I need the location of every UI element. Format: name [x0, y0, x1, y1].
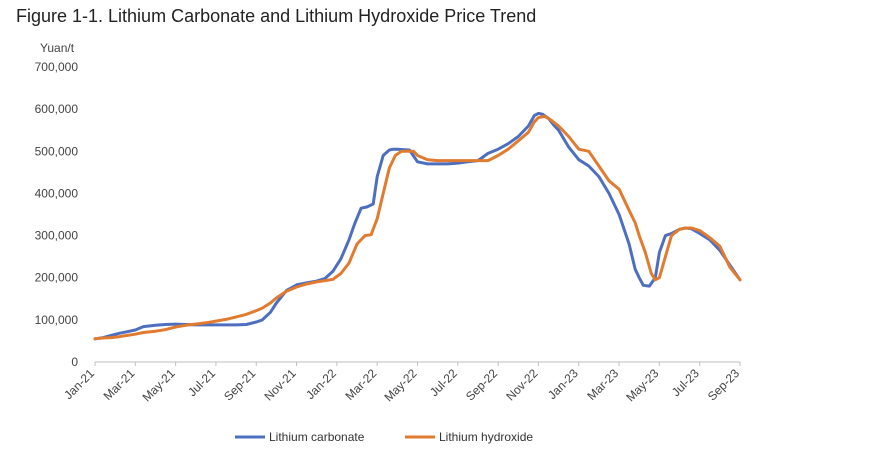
x-tick-label: May-21	[140, 366, 178, 404]
x-tick-label: Mar-21	[101, 366, 138, 403]
x-tick-label: Jul-21	[185, 366, 218, 399]
x-tick-label: Sep-22	[463, 366, 500, 403]
x-tick-label: Sep-21	[221, 366, 258, 403]
x-tick-label: Jan-22	[303, 366, 339, 402]
lithium-hydroxide-line	[93, 114, 742, 341]
x-tick-label: Sep-23	[705, 366, 742, 403]
x-tick-label: Nov-21	[261, 366, 298, 403]
x-tick-label: Jul-23	[669, 366, 702, 399]
y-axis-unit-label: Yuan/t	[40, 41, 75, 55]
legend-label: Lithium carbonate	[269, 430, 365, 444]
y-tick-label: 200,000	[35, 271, 79, 285]
x-tick-label: Mar-23	[584, 366, 621, 403]
x-tick-label: May-23	[623, 366, 661, 404]
y-tick-label: 100,000	[35, 313, 79, 327]
legend-label: Lithium hydroxide	[439, 430, 533, 444]
x-tick-label: Jan-21	[61, 366, 97, 402]
x-tick-label: Nov-22	[503, 366, 540, 403]
y-tick-label: 0	[71, 355, 78, 369]
y-tick-label: 400,000	[35, 186, 79, 200]
figure-title: Figure 1-1. Lithium Carbonate and Lithiu…	[16, 6, 537, 26]
y-tick-label: 700,000	[35, 60, 79, 74]
y-tick-label: 600,000	[35, 102, 79, 116]
x-tick-label: Jul-22	[427, 366, 460, 399]
x-tick-label: Jan-23	[545, 366, 581, 402]
x-tick-label: Mar-22	[343, 366, 380, 403]
lithium-carbonate-line	[93, 111, 742, 341]
y-tick-label: 300,000	[35, 229, 79, 243]
y-tick-label: 500,000	[35, 144, 79, 158]
x-tick-label: May-22	[381, 366, 419, 404]
